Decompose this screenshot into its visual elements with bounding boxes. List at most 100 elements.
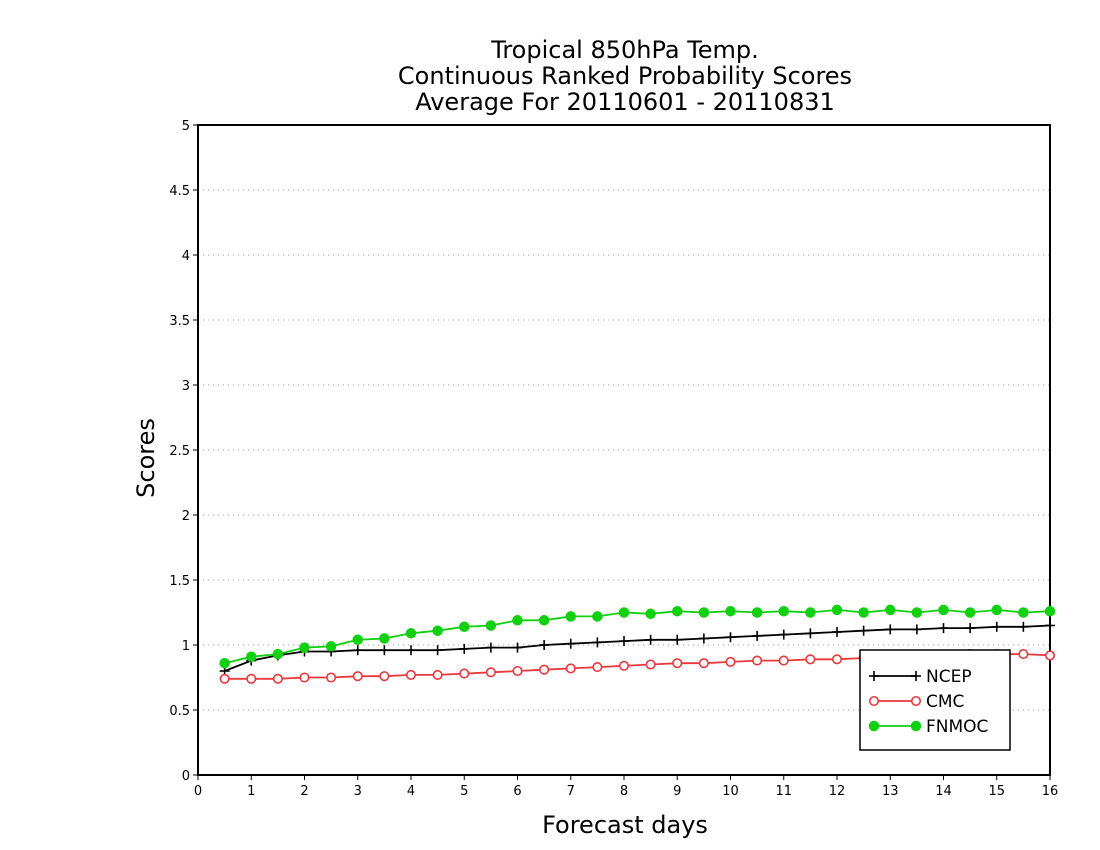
point-marker	[405, 669, 417, 680]
chart-title-line-1: Tropical 850hPa Temp.	[490, 36, 759, 64]
point-marker	[1045, 620, 1055, 631]
point-marker	[698, 607, 710, 618]
point-marker	[592, 662, 603, 673]
point-marker	[299, 672, 310, 683]
x-axis-label: Forecast days	[542, 811, 708, 839]
point-marker	[272, 648, 284, 660]
x-tick-label: 3	[354, 784, 362, 799]
series-ncep	[219, 620, 1055, 676]
point-marker	[539, 664, 550, 675]
point-marker	[672, 634, 683, 645]
y-tick-label: 3	[182, 379, 190, 394]
point-marker	[938, 604, 949, 616]
point-marker	[645, 659, 656, 670]
point-marker	[778, 605, 789, 617]
x-tick-label: 1	[247, 784, 255, 799]
legend-item-fnmoc: FNMOC	[868, 717, 988, 737]
y-tick-label: 0	[182, 769, 190, 784]
x-tick-label: 0	[194, 784, 202, 799]
point-marker	[592, 611, 603, 622]
point-marker	[485, 620, 497, 631]
point-marker	[672, 658, 683, 669]
point-marker	[1018, 649, 1029, 660]
y-tick-label: 4.5	[169, 184, 190, 199]
point-marker	[698, 658, 709, 669]
point-marker	[805, 607, 816, 618]
point-marker	[868, 695, 880, 707]
point-marker	[805, 628, 816, 639]
point-marker	[459, 668, 470, 679]
y-tick-label: 2.5	[169, 444, 190, 459]
point-marker	[725, 605, 736, 617]
point-marker	[965, 623, 976, 634]
point-marker	[725, 632, 736, 643]
point-marker	[512, 615, 523, 626]
point-marker	[379, 671, 390, 682]
point-marker	[645, 608, 656, 620]
point-marker	[991, 621, 1002, 632]
x-tick-label: 10	[722, 784, 739, 799]
point-marker	[618, 660, 630, 671]
x-tick-label: 16	[1042, 784, 1059, 799]
point-marker	[325, 641, 337, 652]
point-marker	[672, 605, 683, 617]
legend-item-cmc: CMC	[868, 692, 964, 712]
chart-title-line-2: Continuous Ranked Probability Scores	[398, 62, 852, 90]
point-marker	[352, 634, 363, 646]
y-tick-label: 4	[182, 249, 190, 264]
chart-title-line-3: Average For 20110601 - 20110831	[415, 88, 835, 116]
point-marker	[352, 671, 363, 682]
point-marker	[512, 665, 523, 677]
axes: 00.511.522.533.544.550 1 2 3 4 5 6 7 8 9 10 11 12 13 1…	[169, 119, 1058, 799]
point-marker	[964, 607, 976, 618]
legend: NCEP CMC FNMOC	[859, 649, 1011, 751]
point-marker	[539, 640, 550, 650]
y-tick-label: 1	[182, 639, 190, 654]
point-marker	[485, 642, 496, 653]
gridlines	[198, 189, 1050, 711]
point-marker	[272, 673, 283, 684]
point-marker	[538, 615, 550, 626]
legend-label: FNMOC	[926, 717, 988, 737]
x-tick-label: 6	[513, 784, 521, 799]
point-marker	[885, 624, 896, 635]
point-marker	[938, 623, 949, 634]
point-marker	[618, 607, 630, 618]
point-marker	[868, 720, 880, 732]
x-tick-label: 12	[829, 784, 846, 799]
y-tick-label: 2	[182, 509, 190, 524]
point-marker	[246, 651, 257, 662]
point-marker	[565, 611, 576, 622]
point-marker	[805, 654, 816, 665]
point-marker	[1044, 605, 1056, 617]
x-tick-label: 8	[620, 784, 628, 799]
legend-label: NCEP	[926, 667, 972, 687]
point-marker	[565, 638, 576, 649]
y-axis-label: Scores	[132, 418, 160, 498]
point-marker	[832, 627, 842, 637]
point-marker	[910, 720, 922, 732]
point-marker	[910, 695, 922, 707]
point-marker	[406, 645, 416, 656]
point-marker	[246, 673, 257, 684]
x-tick-label: 7	[567, 784, 575, 799]
point-marker	[352, 645, 363, 656]
point-marker	[831, 654, 843, 665]
point-marker	[778, 655, 789, 666]
legend-item-ncep: NCEP	[869, 667, 972, 687]
point-marker	[1018, 621, 1029, 632]
point-marker	[485, 667, 496, 678]
point-marker	[778, 629, 789, 640]
point-marker	[911, 671, 921, 681]
legend-box	[859, 649, 1011, 751]
point-marker	[299, 642, 310, 653]
point-marker	[991, 604, 1002, 616]
point-marker	[459, 621, 470, 633]
x-tick-label: 15	[988, 784, 1005, 799]
point-marker	[752, 630, 763, 641]
point-marker	[219, 657, 230, 669]
legend-label: CMC	[926, 692, 964, 712]
point-marker	[858, 607, 869, 618]
point-marker	[752, 655, 763, 666]
